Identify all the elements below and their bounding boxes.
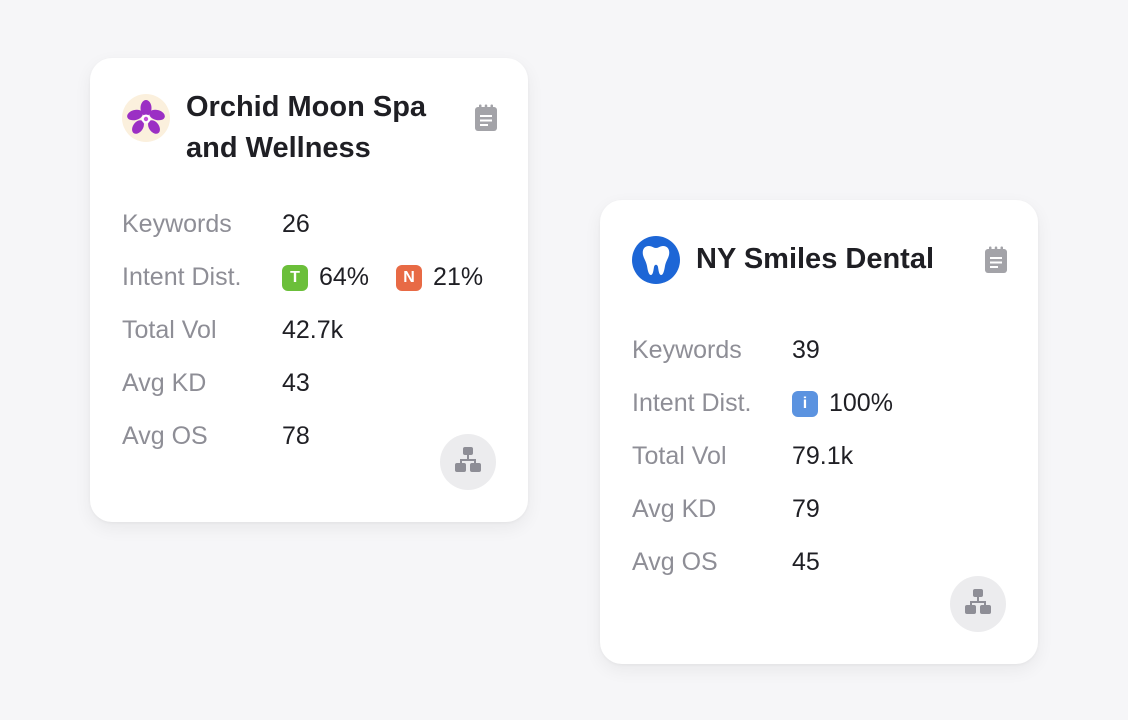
stat-label: Avg OS: [632, 548, 718, 576]
intent-badge-transactional: T: [282, 264, 308, 291]
stat-label: Avg OS: [122, 422, 208, 450]
business-title: Orchid Moon Spa and Wellness: [186, 91, 427, 164]
stat-label: Intent Dist.: [122, 263, 242, 291]
tooth-icon: [632, 236, 680, 284]
stat-value: 39: [792, 336, 820, 364]
stat-value: 45: [792, 548, 820, 576]
stat-label: Avg KD: [122, 369, 207, 397]
stat-value: 79: [792, 495, 820, 523]
intent-percent: 64%: [319, 263, 370, 291]
stat-row-avg-os: Avg OS 78: [122, 410, 508, 463]
stat-value: 42.7k: [282, 316, 344, 344]
sitemap-icon: [963, 587, 993, 622]
intent-percent: 100%: [829, 389, 893, 417]
sitemap-icon: [453, 445, 483, 480]
stat-label: Total Vol: [122, 316, 217, 344]
stat-row-avg-kd: Avg KD 43: [122, 357, 508, 410]
stat-row-total-vol: Total Vol 42.7k: [122, 304, 508, 357]
sitemap-button[interactable]: [950, 576, 1006, 632]
stat-row-keywords: Keywords 26: [122, 198, 508, 251]
business-title: NY Smiles Dental: [696, 243, 935, 275]
clipboard-report-icon[interactable]: [474, 104, 498, 132]
business-card-ny-smiles: NY Smiles Dental Keywords 39 Intent Dist…: [600, 200, 1038, 664]
stat-value: 26: [282, 210, 310, 238]
business-card-orchid-moon: Orchid Moon Spa and Wellness Keywords 26…: [90, 58, 528, 522]
stat-value: 78: [282, 422, 310, 450]
intent-badge-informational: i: [792, 390, 818, 417]
stats-list: Keywords 39 Intent Dist. i 100% Total Vo…: [632, 324, 1018, 589]
stat-label: Intent Dist.: [632, 389, 752, 417]
stat-row-intent: Intent Dist. i 100%: [632, 377, 1018, 430]
stat-value: 43: [282, 369, 310, 397]
stat-row-intent: Intent Dist. T 64% N 21%: [122, 251, 508, 304]
stat-row-avg-os: Avg OS 45: [632, 536, 1018, 589]
sitemap-button[interactable]: [440, 434, 496, 490]
stats-list: Keywords 26 Intent Dist. T 64% N 21% Tot…: [122, 198, 508, 463]
stat-label: Avg KD: [632, 495, 717, 523]
stat-value: 79.1k: [792, 442, 854, 470]
clipboard-report-icon[interactable]: [984, 246, 1008, 274]
intent-percent: 21%: [433, 263, 484, 291]
intent-distribution: T 64% N 21%: [282, 263, 483, 292]
orchid-flower-icon: [122, 94, 170, 142]
stat-label: Keywords: [632, 336, 742, 364]
stat-row-total-vol: Total Vol 79.1k: [632, 430, 1018, 483]
stat-label: Keywords: [122, 210, 232, 238]
intent-distribution: i 100%: [792, 389, 893, 418]
stat-label: Total Vol: [632, 442, 727, 470]
stat-row-avg-kd: Avg KD 79: [632, 483, 1018, 536]
intent-badge-navigational: N: [396, 264, 423, 291]
stat-row-keywords: Keywords 39: [632, 324, 1018, 377]
